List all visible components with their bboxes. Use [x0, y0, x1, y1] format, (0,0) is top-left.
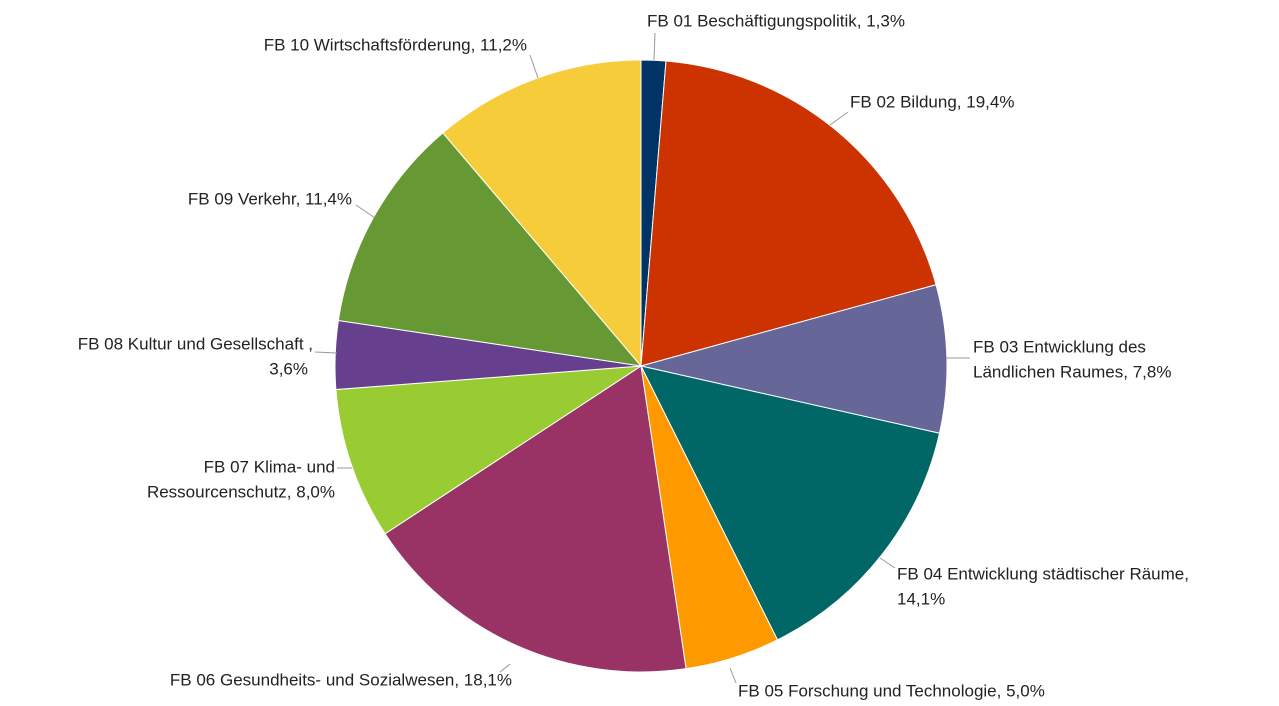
- leader-line: [879, 557, 896, 569]
- leader-line: [829, 111, 849, 126]
- slice-label: Ländlichen Raumes, 7,8%: [973, 362, 1171, 381]
- slice-label: FB 10 Wirtschaftsförderung, 11,2%: [264, 35, 527, 54]
- slice-label: FB 09 Verkehr, 11,4%: [188, 189, 352, 208]
- slice-label: 3,6%: [269, 359, 308, 378]
- slice-label: FB 03 Entwicklung des: [973, 337, 1146, 356]
- leader-line: [653, 32, 656, 61]
- leader-line: [529, 54, 539, 79]
- leader-line: [314, 351, 338, 354]
- leader-line: [355, 204, 376, 219]
- slice-label: FB 07 Klima- und: [204, 457, 335, 476]
- slice-label: FB 06 Gesundheits- und Sozialwesen, 18,1…: [170, 670, 512, 689]
- pie-slice: [640, 60, 937, 367]
- pie-slice: [384, 365, 687, 673]
- slice-label: 14,1%: [897, 589, 945, 608]
- pie-slice: [640, 284, 948, 434]
- slice-label: FB 02 Bildung, 19,4%: [850, 92, 1014, 111]
- slice-label: FB 01 Beschäftigungspolitik, 1,3%: [647, 11, 905, 30]
- pie-slice: [335, 365, 642, 535]
- slice-label: Ressourcenschutz, 8,0%: [147, 482, 335, 501]
- pie-slice: [640, 365, 941, 641]
- pie-slice: [442, 59, 642, 368]
- slice-label: FB 04 Entwicklung städtischer Räume,: [897, 564, 1189, 583]
- slice-label: FB 08 Kultur und Gesellschaft ,: [78, 334, 313, 353]
- leader-line: [499, 663, 511, 673]
- slice-label: FB 05 Forschung und Technologie, 5,0%: [738, 681, 1045, 700]
- leader-line: [729, 667, 737, 684]
